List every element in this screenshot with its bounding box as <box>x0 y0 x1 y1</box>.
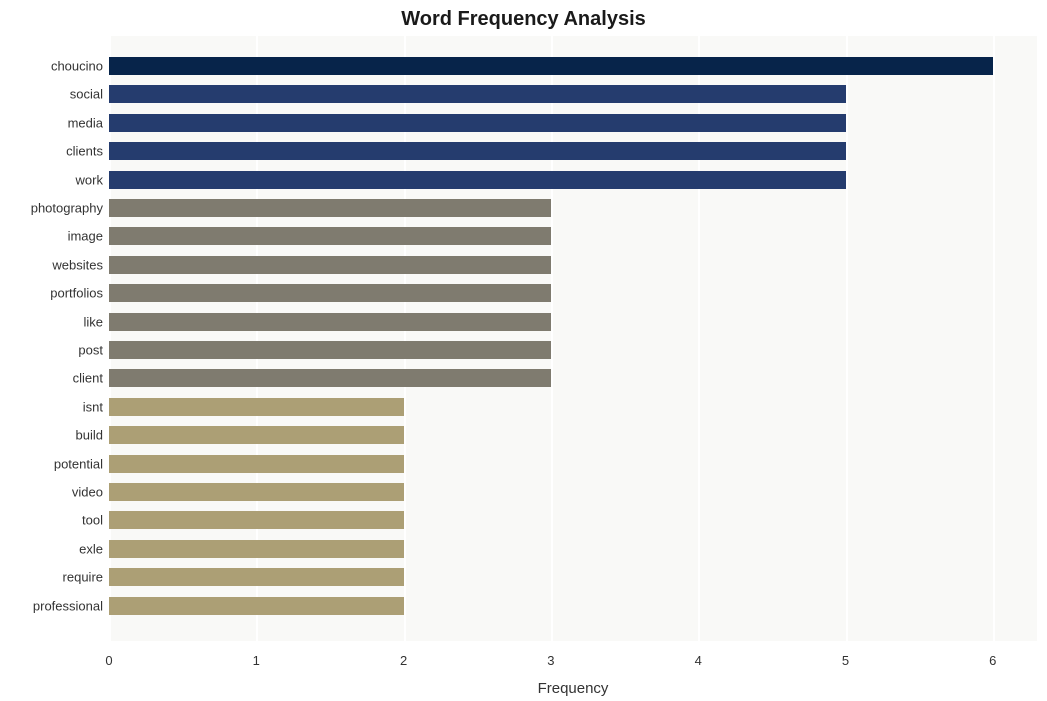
y-tick-label: require <box>63 570 103 585</box>
bar <box>109 341 551 359</box>
y-tick-label: video <box>72 485 103 500</box>
bar <box>109 426 404 444</box>
x-tick-label: 5 <box>842 653 849 668</box>
x-tick-label: 4 <box>695 653 702 668</box>
bar <box>109 483 404 501</box>
bar <box>109 511 404 529</box>
bar <box>109 227 551 245</box>
x-tick-label: 0 <box>105 653 112 668</box>
y-tick-label: websites <box>52 257 103 272</box>
bar <box>109 199 551 217</box>
x-tick-label: 2 <box>400 653 407 668</box>
bar <box>109 114 846 132</box>
y-tick-label: tool <box>82 513 103 528</box>
x-tick-label: 3 <box>547 653 554 668</box>
bar <box>109 284 551 302</box>
bar <box>109 57 993 75</box>
y-tick-label: potential <box>54 456 103 471</box>
x-tick-label: 1 <box>253 653 260 668</box>
y-tick-label: work <box>76 172 103 187</box>
bar <box>109 597 404 615</box>
y-tick-label: image <box>68 229 103 244</box>
bar <box>109 568 404 586</box>
bar <box>109 256 551 274</box>
y-tick-label: isnt <box>83 399 103 414</box>
y-tick-label: social <box>70 87 103 102</box>
grid-line <box>846 36 848 641</box>
chart-container: Word Frequency Analysis Frequency 0 1 2 3 4 5… <box>0 0 1047 701</box>
y-tick-label: post <box>78 343 103 358</box>
y-tick-label: like <box>83 314 103 329</box>
y-tick-label: portfolios <box>50 286 103 301</box>
bar <box>109 398 404 416</box>
bar <box>109 540 404 558</box>
bar <box>109 369 551 387</box>
y-tick-label: build <box>76 428 103 443</box>
y-tick-label: clients <box>66 144 103 159</box>
bar <box>109 171 846 189</box>
bar <box>109 313 551 331</box>
plot-area <box>109 36 1037 641</box>
chart-title: Word Frequency Analysis <box>0 8 1047 31</box>
y-tick-label: choucino <box>51 59 103 74</box>
bar <box>109 142 846 160</box>
y-tick-label: media <box>68 115 103 130</box>
bar <box>109 455 404 473</box>
y-tick-label: professional <box>33 598 103 613</box>
y-tick-label: exle <box>79 541 103 556</box>
grid-line <box>993 36 995 641</box>
y-tick-label: photography <box>31 201 103 216</box>
bar <box>109 85 846 103</box>
x-tick-label: 6 <box>989 653 996 668</box>
y-tick-label: client <box>73 371 103 386</box>
x-axis-label: Frequency <box>109 680 1037 697</box>
